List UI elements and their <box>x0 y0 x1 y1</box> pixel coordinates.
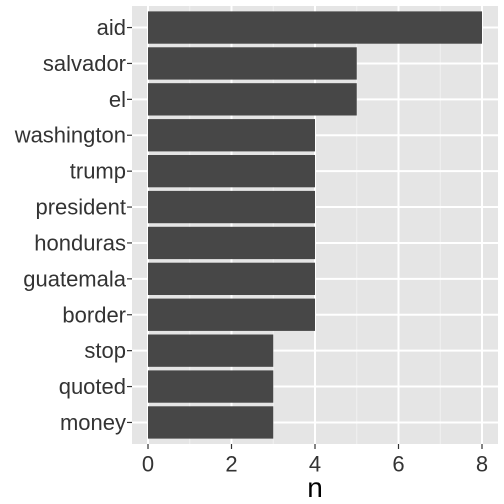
bar-honduras <box>148 226 315 260</box>
bar-guatemala <box>148 262 315 296</box>
y-tick-label: quoted <box>59 374 126 399</box>
x-axis: 0 2 4 6 8 <box>142 444 488 477</box>
y-tick-label: president <box>35 195 126 220</box>
bar-stop <box>148 334 274 367</box>
y-tick-label: money <box>60 410 126 435</box>
bar-el <box>148 83 357 116</box>
x-axis-title: n <box>307 472 323 503</box>
y-tick-label: guatemala <box>23 266 127 291</box>
bar-president <box>148 190 315 224</box>
bars <box>148 11 482 439</box>
bar-washington <box>148 119 315 152</box>
y-axis: aid salvador el washington trump president hon… <box>14 15 132 435</box>
x-tick-label: 0 <box>142 452 154 477</box>
y-tick-label: stop <box>84 338 126 363</box>
y-tick-label: el <box>109 87 126 112</box>
y-tick-label: honduras <box>34 230 126 255</box>
x-tick-label: 8 <box>476 452 488 477</box>
y-tick-label: aid <box>97 15 126 40</box>
y-tick-label: border <box>62 302 126 327</box>
y-tick-label: trump <box>70 159 126 184</box>
bar-trump <box>148 154 315 188</box>
y-tick-label: salvador <box>43 51 126 76</box>
bar-border <box>148 298 315 331</box>
y-tick-label: washington <box>14 123 126 148</box>
bar-salvador <box>148 47 357 80</box>
x-tick-label: 4 <box>309 452 321 477</box>
x-tick-label: 6 <box>392 452 404 477</box>
bar-aid <box>148 11 482 44</box>
x-tick-label: 2 <box>225 452 237 477</box>
bar-quoted <box>148 370 274 403</box>
bar-money <box>148 406 274 439</box>
